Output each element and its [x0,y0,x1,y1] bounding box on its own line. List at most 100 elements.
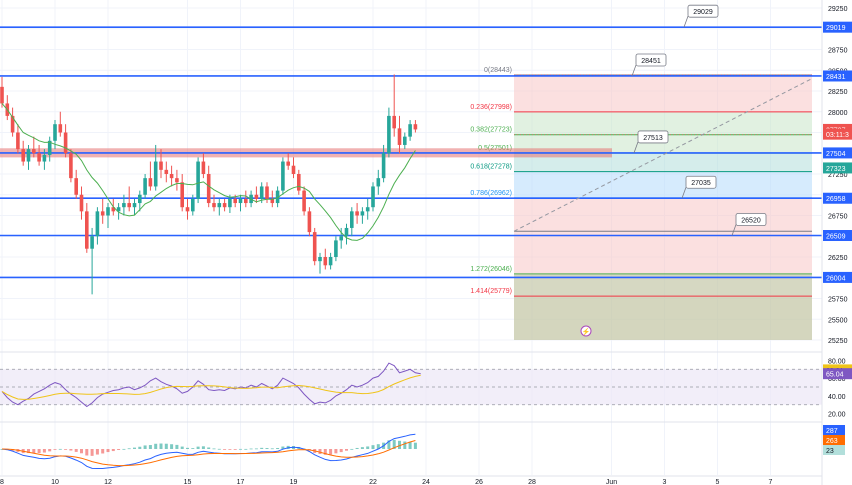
macd-histogram-bar [212,448,216,450]
macd-histogram-bar [366,446,370,449]
rsi-tick-label: 60.00 [828,376,846,383]
candle-body [16,132,20,150]
time-tick-label: 26 [475,479,483,485]
callout-pointer [681,187,687,199]
price-tick-label: 26750 [828,214,848,221]
macd-histogram-bar [360,447,364,449]
macd-badge [823,445,845,455]
price-badge-label: 28431 [826,74,846,81]
macd-histogram-bar [217,448,221,450]
candle-body [100,211,105,216]
fib-level-label: 0.382(27723) [470,127,512,134]
macd-histogram-bar [164,443,168,449]
callout-box [637,130,669,144]
horizontal-levels[interactable]: 29029 28451 27513 27035 26520 [0,4,822,279]
candle-body [90,236,94,249]
price-badge-label: 27323 [826,166,846,173]
macd-histogram-bar [64,449,68,450]
macd-histogram-bar [249,448,253,450]
macd-histogram-bar [276,448,280,449]
price-badge-label: 26958 [826,196,846,203]
macd-histogram-bar [27,449,30,454]
price-badge-label: 26004 [826,275,846,282]
candle-body [212,203,216,208]
fib-zone [514,74,812,112]
macd-histogram-bar [260,447,264,449]
rsi-line [1,362,421,408]
candle-body [365,207,370,212]
macd-histogram-bar [101,449,105,454]
candle-body [180,182,184,208]
price-badge [823,271,852,283]
macd-histogram-bar [413,442,417,449]
macd-histogram-bar [223,449,227,450]
candle-body [307,211,312,233]
candle-body [169,174,174,179]
time-tick-label: 7 [769,479,773,485]
price-tick-label: 25250 [828,338,848,345]
price-badge-label: 03:11:3 [826,132,849,139]
rsi-tick-label: 80.00 [828,358,846,365]
macd-histogram-bar [42,449,46,453]
candle-body [376,178,381,187]
candle-body [222,203,227,208]
price-tick-label: 28750 [828,48,848,55]
macd-histogram-bar [175,444,179,449]
price-badge [823,70,852,82]
candle-body [259,186,264,199]
candle-body [323,257,328,266]
macd-histogram-bar [48,449,52,452]
macd-histogram-bar [355,447,359,449]
rsi-signal-line [1,374,421,400]
callout-label: 27513 [643,135,663,142]
price-tick-label: 25750 [828,297,848,304]
candle-body [360,211,365,216]
macd-histogram-bar [85,449,89,456]
candle-body [0,86,4,104]
macd-histogram-bar [106,449,110,453]
macd-badge-label: 287 [826,428,838,435]
fib-zone [514,273,812,297]
fib-level-label: 0.786(26962) [470,190,512,197]
macd-pane [0,433,417,469]
macd-histogram-bar [191,448,195,449]
time-axis: 8 10 12 15 17 19 22 24 26 28 Jun 3 5 7 [0,475,822,485]
price-badge [823,21,852,33]
candle-body [339,236,343,241]
candle-body [328,257,333,266]
candle-body [371,186,375,208]
fib-zone [514,111,812,135]
macd-histogram-bar [265,448,269,449]
macd-badge-label: 263 [826,438,838,445]
fibonacci-retracement[interactable]: 0(28443)0.236(27998)0.382(27723)0.5(2750… [470,67,812,340]
macd-histogram-bar [90,449,94,456]
macd-histogram-bar [95,449,99,455]
macd-histogram-bar [117,449,121,450]
fib-zone [514,231,812,274]
candle-body [275,190,280,204]
candle-body [392,115,396,129]
candle-body [58,124,63,133]
macd-histogram-bar [339,449,343,453]
lightning-icon-glyph: ⚡ [582,327,591,336]
candle-body [291,165,296,174]
price-tick-label: 25500 [828,317,848,324]
callout-pointer [683,16,689,28]
macd-signal-line [1,440,416,467]
macd-histogram-bar [74,449,78,452]
fib-zone [514,153,812,172]
macd-histogram-bar [32,449,36,453]
fib-zone [514,171,812,198]
candle-body [63,132,68,154]
fib-zone [514,296,812,340]
candle-body [201,161,206,174]
macd-histogram-bar [371,445,375,449]
macd-histogram-bar [138,446,142,449]
candle-body [344,227,349,237]
macd-histogram-bar [318,449,322,455]
macd-histogram-bar [376,444,380,449]
candle-body [286,161,290,166]
time-tick-label: 5 [716,479,720,485]
candle-body [281,161,285,191]
